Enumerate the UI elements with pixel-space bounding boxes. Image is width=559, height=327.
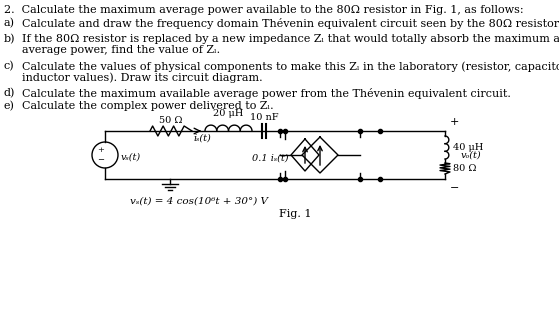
- Text: d): d): [4, 88, 16, 98]
- Text: iₛ(t): iₛ(t): [194, 134, 212, 143]
- Text: e): e): [4, 101, 15, 111]
- Text: vₒ(t): vₒ(t): [461, 150, 482, 160]
- Text: 20 μH: 20 μH: [214, 109, 244, 118]
- Text: 0.1 iₛ(t): 0.1 iₛ(t): [253, 153, 289, 163]
- Text: If the 80Ω resistor is replaced by a new impedance Zₗ that would totally absorb : If the 80Ω resistor is replaced by a new…: [22, 34, 559, 44]
- Text: Calculate the complex power delivered to Zₗ.: Calculate the complex power delivered to…: [22, 101, 273, 111]
- Text: 50 Ω: 50 Ω: [159, 116, 183, 125]
- Text: b): b): [4, 34, 16, 44]
- Text: Calculate and draw the frequency domain Thévenin equivalent circuit seen by the : Calculate and draw the frequency domain …: [22, 18, 559, 29]
- Text: vₛ(t) = 4 cos(10⁶t + 30°) V: vₛ(t) = 4 cos(10⁶t + 30°) V: [130, 197, 268, 206]
- Text: +: +: [98, 146, 105, 154]
- Text: inductor values). Draw its circuit diagram.: inductor values). Draw its circuit diagr…: [22, 72, 263, 82]
- Text: 10 nF: 10 nF: [250, 113, 278, 122]
- Text: a): a): [4, 18, 15, 28]
- Text: Calculate the maximum available average power from the Thévenin equivalent circu: Calculate the maximum available average …: [22, 88, 511, 99]
- Text: −: −: [450, 183, 459, 193]
- Text: +: +: [450, 117, 459, 127]
- Text: 80 Ω: 80 Ω: [453, 164, 476, 173]
- Text: c): c): [4, 61, 15, 71]
- Text: Calculate the values of physical components to make this Zₗ in the laboratory (r: Calculate the values of physical compone…: [22, 61, 559, 72]
- Text: 2.  Calculate the maximum average power available to the 80Ω resistor in Fig. 1,: 2. Calculate the maximum average power a…: [4, 5, 524, 15]
- Text: −: −: [97, 156, 105, 164]
- Text: average power, find the value of Zₗ.: average power, find the value of Zₗ.: [22, 45, 220, 55]
- Text: 40 μH: 40 μH: [453, 144, 484, 152]
- Text: Fig. 1: Fig. 1: [279, 209, 311, 219]
- Text: vₛ(t): vₛ(t): [121, 152, 141, 162]
